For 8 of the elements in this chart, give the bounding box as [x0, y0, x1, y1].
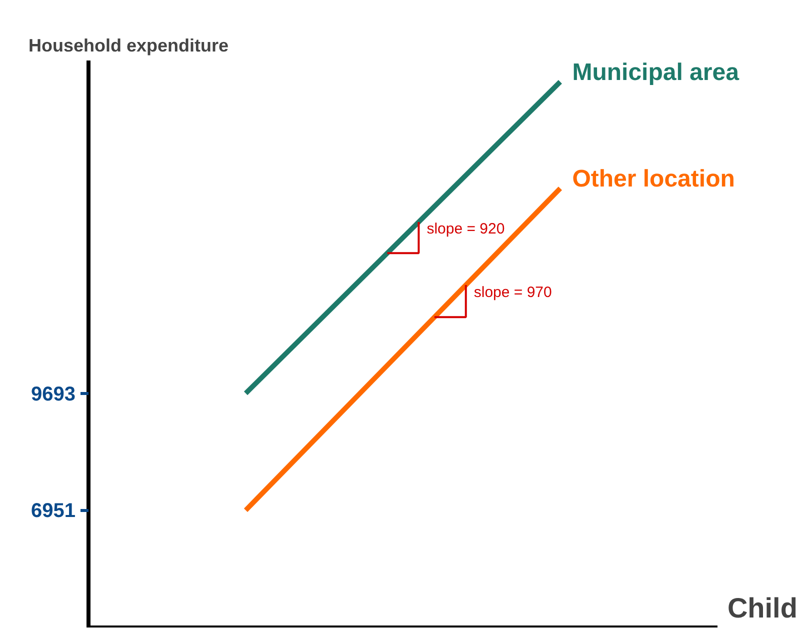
annotation: slope = 920	[426, 220, 505, 238]
y-tick-label: 9693	[31, 383, 76, 406]
y-axis-title: Household expenditure	[28, 36, 229, 56]
y-tick-label: 6951	[31, 500, 76, 522]
annotation: slope = 970	[474, 284, 552, 302]
series-label: Municipal area	[572, 58, 740, 86]
series-label: Other location	[572, 165, 735, 192]
x-axis-title: Child	[727, 592, 798, 624]
